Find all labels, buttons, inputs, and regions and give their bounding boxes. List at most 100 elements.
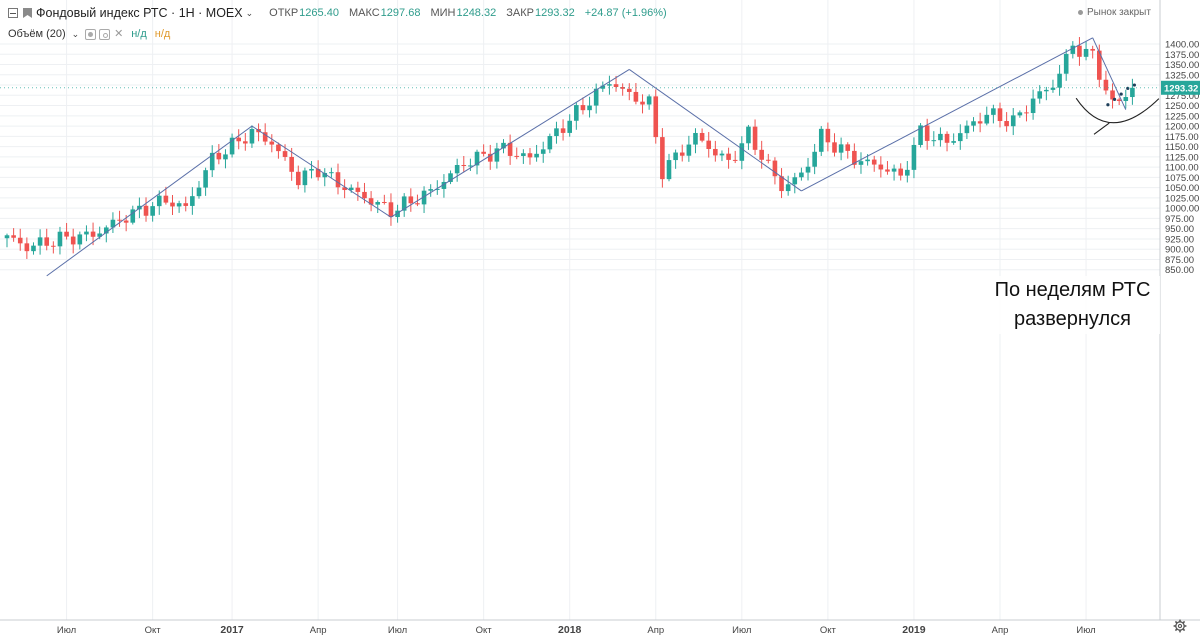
candle-up: [719, 150, 725, 162]
candle-down: [1116, 97, 1122, 106]
flag-icon[interactable]: [23, 8, 32, 18]
candle-up: [150, 202, 155, 222]
candle-body: [163, 195, 169, 203]
candle-up: [395, 204, 400, 223]
candle-down: [885, 161, 890, 175]
candle-body: [1123, 97, 1129, 102]
time-axis[interactable]: Июл Окт 2017 Апр Июл Окт 2018 Апр Июл Окт 2019 Апр И…: [0, 619, 1200, 636]
candle-down: [269, 134, 275, 153]
candle-body: [766, 159, 771, 161]
close-icon[interactable]: ✕: [114, 27, 124, 40]
candle-up: [693, 128, 698, 154]
symbol-title[interactable]: Фондовый индекс РТС · 1Н · MOEX: [36, 6, 243, 20]
candle-down: [408, 188, 414, 212]
time-tick-label: Апр: [992, 625, 1009, 636]
time-tick-label: Июл: [732, 625, 751, 636]
price-tick-label: 975.00: [1165, 214, 1194, 225]
candle-down: [620, 83, 625, 96]
candle-body: [1103, 79, 1109, 91]
candle-up: [130, 205, 136, 225]
candle-body: [852, 150, 857, 165]
candle-body: [209, 152, 215, 171]
candle-up: [1130, 78, 1135, 105]
candle-up: [57, 226, 63, 255]
candle-body: [170, 202, 175, 207]
candle-body: [44, 237, 50, 246]
candle-up: [176, 200, 182, 213]
candle-down: [335, 163, 341, 195]
price-tick-label: 1125.00: [1165, 152, 1199, 163]
candle-body: [249, 129, 255, 144]
candle-up: [223, 149, 228, 169]
candle-body: [368, 198, 374, 205]
candle-down: [143, 197, 149, 222]
candle-down: [679, 144, 685, 162]
price-axis[interactable]: 850.00875.00900.00925.00950.00975.001000…: [0, 0, 1200, 620]
candle-up: [474, 149, 480, 175]
candle-down: [633, 83, 639, 105]
candle-up: [858, 152, 864, 174]
candle-body: [229, 137, 235, 155]
chevron-down-icon[interactable]: ⌄: [71, 28, 80, 39]
candle-body: [474, 151, 480, 166]
candle-down: [487, 144, 493, 170]
candle-body: [428, 189, 433, 191]
volume-value: н/д: [131, 28, 147, 40]
candle-down: [871, 155, 877, 172]
candle-body: [1110, 90, 1115, 100]
candle-body: [911, 144, 917, 170]
candle-down: [997, 102, 1003, 128]
candle-down: [580, 97, 586, 115]
candle-body: [713, 148, 718, 156]
projection-dot: [1126, 86, 1130, 90]
candle-down: [355, 181, 361, 201]
time-tick-label: Июл: [1076, 625, 1095, 636]
price-tick-label: 1000.00: [1165, 204, 1199, 215]
candle-body: [1063, 53, 1069, 74]
candle-body: [117, 219, 122, 221]
candle-body: [64, 231, 69, 237]
candle-down: [977, 112, 983, 133]
eye-icon[interactable]: [85, 28, 97, 40]
candle-body: [858, 161, 864, 165]
candle-body: [408, 196, 414, 204]
candle-body: [527, 153, 533, 158]
candle-body: [746, 126, 751, 144]
candle-down: [560, 119, 566, 141]
annotation-line-1: По неделям РТС: [994, 279, 1151, 301]
gear-icon[interactable]: [99, 28, 111, 40]
market-status-text: Рынок закрыт: [1087, 7, 1151, 18]
collapse-icon[interactable]: [8, 8, 18, 18]
candle-up: [547, 133, 553, 154]
candle-down: [653, 89, 659, 144]
volume-label[interactable]: Объём (20): [8, 28, 66, 40]
time-tick-label: Окт: [145, 625, 162, 636]
price-tick-label: 850.00: [1165, 265, 1194, 276]
chevron-down-icon[interactable]: ⌄: [245, 7, 254, 18]
candle-body: [540, 149, 546, 154]
candle-body: [1077, 45, 1082, 57]
candle-up: [521, 149, 526, 164]
candle-body: [57, 231, 63, 247]
candle-body: [176, 203, 182, 207]
price-tick-label: 1225.00: [1165, 111, 1199, 122]
candle-down: [342, 179, 347, 199]
candle-body: [871, 159, 877, 165]
price-tick-label: 875.00: [1165, 255, 1194, 266]
candle-body: [673, 152, 678, 161]
candle-body: [732, 159, 738, 161]
candle-body: [507, 142, 513, 156]
candle-up: [1063, 49, 1069, 81]
candle-down: [382, 194, 387, 205]
candle-body: [514, 155, 520, 157]
candle-body: [984, 114, 990, 124]
candle-body: [812, 151, 817, 167]
settings-icon[interactable]: [1173, 619, 1187, 633]
candle-up: [209, 145, 215, 178]
candle-down: [183, 196, 189, 212]
candle-body: [262, 132, 268, 142]
candle-body: [1030, 98, 1036, 114]
candle-up: [156, 190, 162, 215]
candle-body: [633, 91, 639, 102]
